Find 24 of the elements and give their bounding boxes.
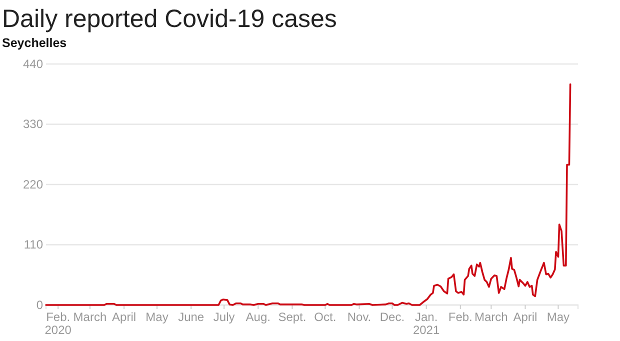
line-series bbox=[45, 83, 572, 306]
y-tick-label: 330 bbox=[22, 117, 44, 132]
x-tick-label: Sept. bbox=[278, 310, 306, 324]
x-tick-label: April bbox=[513, 310, 538, 324]
x-tick-label: Aug. bbox=[246, 310, 270, 324]
x-tick-label: Feb. bbox=[448, 310, 472, 324]
x-tick-label: July bbox=[213, 310, 235, 324]
chart-title: Daily reported Covid-19 cases bbox=[2, 5, 337, 33]
x-tick-label: Jan. 2021 bbox=[412, 310, 440, 337]
y-tick-label: 440 bbox=[22, 56, 44, 71]
x-tick-label: May bbox=[546, 310, 570, 324]
x-tick-label: Oct. bbox=[314, 310, 336, 324]
x-tick-label: May bbox=[146, 310, 168, 324]
x-tick-label: Feb. 2020 bbox=[44, 310, 72, 337]
chart-subtitle: Seychelles bbox=[2, 36, 67, 50]
x-tick-label: April bbox=[112, 310, 136, 324]
x-tick-label: March bbox=[474, 310, 508, 324]
y-tick-label: 0 bbox=[36, 298, 44, 312]
y-tick-label: 110 bbox=[24, 238, 44, 252]
x-tick-label: June bbox=[178, 310, 204, 324]
y-tick-label: 220 bbox=[22, 177, 44, 192]
x-tick-label: March bbox=[73, 310, 107, 324]
x-tick-label: Nov. bbox=[347, 310, 372, 324]
x-tick-label: Dec. bbox=[380, 310, 405, 324]
